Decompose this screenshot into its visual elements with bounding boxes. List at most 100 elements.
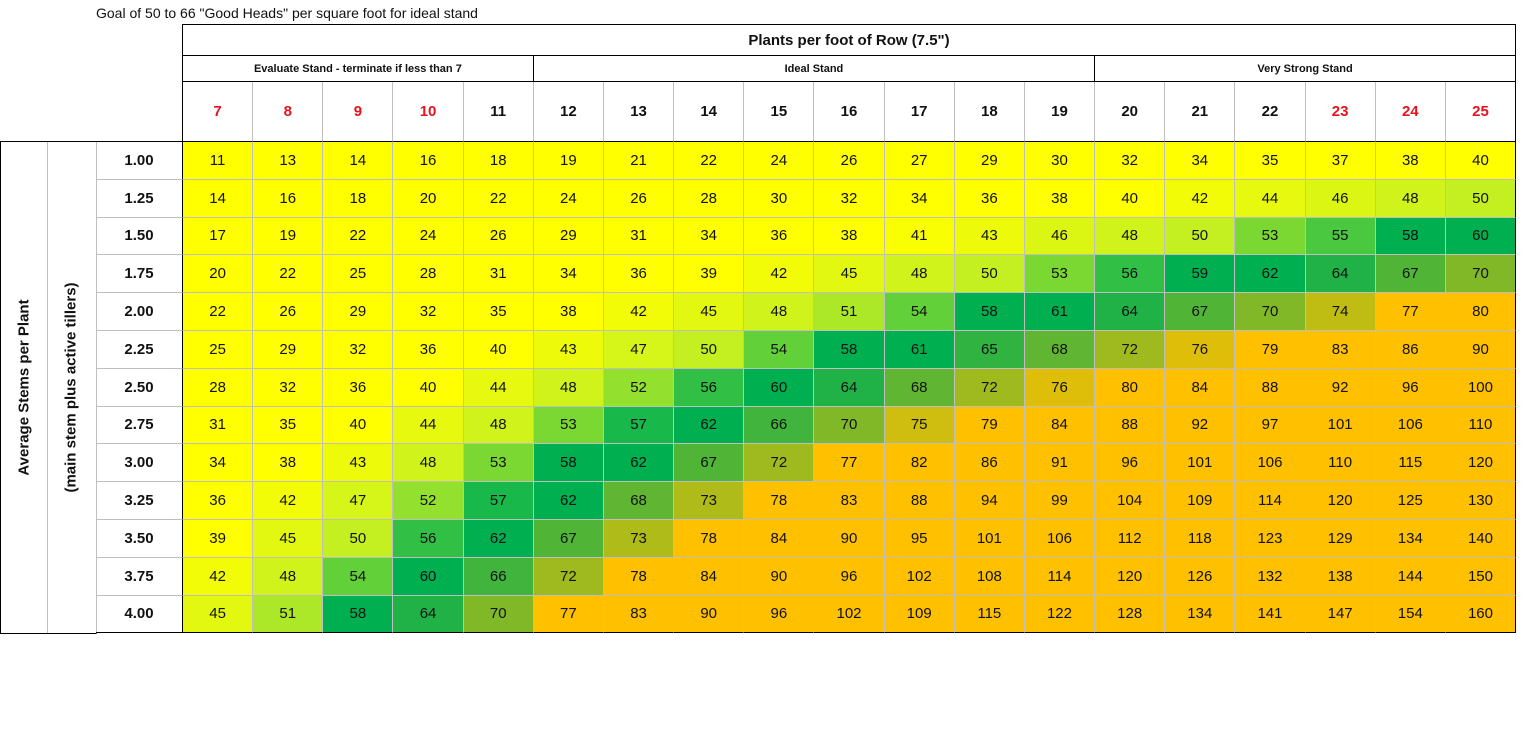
table-cell: 53	[533, 406, 604, 445]
table-cell: 108	[954, 557, 1025, 596]
table-cell: 132	[1235, 557, 1306, 596]
table-cell: 22	[323, 217, 394, 256]
table-cell: 58	[814, 331, 885, 369]
table-cell: 80	[1445, 293, 1517, 331]
table-cell: 43	[954, 217, 1025, 256]
table-cell: 24	[533, 179, 604, 218]
table-cell: 83	[603, 595, 675, 634]
table-cell: 43	[323, 444, 394, 483]
table-cell: 106	[1024, 520, 1096, 558]
table-cell: 70	[463, 595, 534, 634]
table-cell: 74	[1305, 293, 1376, 331]
table-cell: 73	[674, 482, 745, 520]
table-cell: 128	[1095, 595, 1166, 634]
table-cell: 31	[183, 406, 254, 445]
table-cell: 61	[1024, 293, 1096, 331]
goal-note: Goal of 50 to 66 "Good Heads" per square…	[96, 5, 478, 21]
column-header: 22	[1235, 82, 1306, 142]
table-cell: 72	[1095, 331, 1166, 369]
corner-blank	[0, 24, 183, 142]
table-cell: 88	[1095, 406, 1166, 445]
table-cell: 64	[393, 595, 464, 634]
table-cell: 32	[1095, 142, 1166, 180]
table-cell: 96	[744, 595, 815, 634]
table-cell: 34	[1165, 142, 1236, 180]
table-cell: 30	[744, 179, 815, 218]
table-cell: 28	[393, 255, 464, 294]
table-cell: 88	[884, 482, 955, 520]
row-label: 3.75	[96, 557, 183, 596]
table-cell: 83	[814, 482, 885, 520]
table-cell: 18	[463, 142, 534, 180]
table-cell: 29	[533, 217, 604, 256]
table-cell: 58	[954, 293, 1025, 331]
table-cell: 115	[1375, 444, 1446, 483]
table-cell: 112	[1095, 520, 1166, 558]
column-header: 24	[1375, 82, 1446, 142]
table-cell: 126	[1165, 557, 1236, 596]
table-cell: 46	[1305, 179, 1376, 218]
table-cell: 64	[1305, 255, 1376, 294]
table-cell: 22	[674, 142, 745, 180]
table-cell: 48	[1375, 179, 1446, 218]
table-cell: 51	[814, 293, 885, 331]
table-cell: 32	[814, 179, 885, 218]
table-cell: 24	[744, 142, 815, 180]
table-cell: 82	[884, 444, 955, 483]
table-cell: 19	[253, 217, 324, 256]
table-cell: 77	[814, 444, 885, 483]
table-cell: 141	[1235, 595, 1306, 634]
table-cell: 92	[1165, 406, 1236, 445]
table-cell: 38	[253, 444, 324, 483]
table-cell: 29	[323, 293, 394, 331]
column-header: 18	[954, 82, 1025, 142]
table-cell: 34	[884, 179, 955, 218]
column-header: 8	[253, 82, 324, 142]
table-cell: 18	[323, 179, 394, 218]
table-cell: 35	[1235, 142, 1306, 180]
table-cell: 40	[1095, 179, 1166, 218]
table-cell: 101	[954, 520, 1025, 558]
row-label: 3.25	[96, 482, 183, 520]
table-cell: 68	[603, 482, 675, 520]
table-cell: 125	[1375, 482, 1446, 520]
table-cell: 134	[1375, 520, 1446, 558]
column-header: 20	[1095, 82, 1166, 142]
table-cell: 62	[603, 444, 675, 483]
table-cell: 72	[954, 368, 1025, 407]
column-header: 15	[744, 82, 815, 142]
table-cell: 50	[674, 331, 745, 369]
table-cell: 77	[533, 595, 604, 634]
table-cell: 96	[1095, 444, 1166, 483]
table-cell: 129	[1305, 520, 1376, 558]
table-cell: 38	[533, 293, 604, 331]
table-cell: 44	[393, 406, 464, 445]
table-cell: 58	[323, 595, 394, 634]
table-cell: 84	[674, 557, 745, 596]
table-cell: 16	[393, 142, 464, 180]
table-cell: 44	[463, 368, 534, 407]
table-cell: 64	[1095, 293, 1166, 331]
table-cell: 86	[954, 444, 1025, 483]
table-cell: 68	[1024, 331, 1096, 369]
table-cell: 144	[1375, 557, 1446, 596]
table-cell: 122	[1024, 595, 1096, 634]
table-cell: 147	[1305, 595, 1376, 634]
table-cell: 34	[674, 217, 745, 256]
table-cell: 38	[814, 217, 885, 256]
group-header: Evaluate Stand - terminate if less than …	[183, 56, 534, 82]
row-label: 2.50	[96, 368, 183, 407]
table-cell: 48	[463, 406, 534, 445]
table-cell: 19	[533, 142, 604, 180]
table-cell: 45	[814, 255, 885, 294]
table-cell: 37	[1305, 142, 1376, 180]
table-cell: 32	[323, 331, 394, 369]
table-cell: 78	[744, 482, 815, 520]
table-cell: 48	[533, 368, 604, 407]
table-cell: 22	[463, 179, 534, 218]
table-cell: 20	[393, 179, 464, 218]
table-cell: 11	[183, 142, 254, 180]
table-cell: 46	[1024, 217, 1096, 256]
table-cell: 150	[1445, 557, 1517, 596]
table-cell: 55	[1305, 217, 1376, 256]
